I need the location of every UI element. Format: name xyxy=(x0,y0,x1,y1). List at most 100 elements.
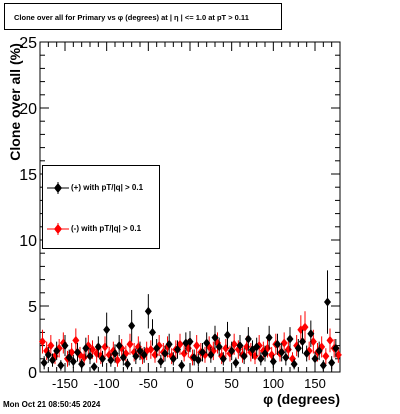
marker-negative xyxy=(193,341,201,351)
marker-positive xyxy=(132,351,140,361)
marker-positive xyxy=(65,352,73,362)
marker-positive xyxy=(203,338,211,348)
marker-positive xyxy=(319,360,327,370)
data-point-positive xyxy=(53,341,61,361)
legend-marker-negative xyxy=(47,223,69,235)
data-point-positive xyxy=(40,356,48,370)
data-point-negative xyxy=(309,329,317,354)
marker-positive xyxy=(303,349,311,359)
data-point-positive xyxy=(69,354,77,369)
data-point-positive xyxy=(165,333,173,355)
marker-negative xyxy=(230,339,238,349)
marker-positive xyxy=(153,343,161,353)
marker-positive xyxy=(253,342,261,352)
data-point-negative xyxy=(89,340,96,359)
data-point-positive xyxy=(261,345,269,362)
marker-negative xyxy=(126,339,134,349)
marker-positive xyxy=(186,337,194,347)
data-point-negative xyxy=(147,340,155,359)
marker-positive xyxy=(294,343,302,353)
marker-positive xyxy=(157,356,165,366)
x-tick-label: -50 xyxy=(139,376,158,391)
marker-negative xyxy=(114,355,121,365)
data-point-positive xyxy=(49,353,56,367)
data-point-positive xyxy=(236,335,244,357)
data-point-positive xyxy=(86,348,94,365)
marker-positive xyxy=(111,349,119,359)
data-point-negative xyxy=(72,328,80,353)
data-point-positive xyxy=(44,346,52,363)
data-point-positive xyxy=(186,331,194,353)
data-point-negative xyxy=(47,335,55,357)
data-point-negative xyxy=(114,353,121,367)
marker-negative xyxy=(255,341,263,351)
data-point-positive xyxy=(228,341,236,361)
marker-negative xyxy=(334,350,342,360)
marker-positive xyxy=(144,306,152,316)
marker-negative xyxy=(301,322,309,332)
y-tick-label: 5 xyxy=(28,299,37,316)
data-point-positive xyxy=(169,352,177,366)
marker-positive xyxy=(69,356,77,366)
marker-negative xyxy=(280,338,288,348)
marker-negative xyxy=(72,335,80,345)
marker-positive xyxy=(299,337,306,347)
marker-positive xyxy=(328,358,336,368)
data-point-positive xyxy=(207,346,215,363)
marker-positive xyxy=(332,343,340,353)
marker-positive xyxy=(199,347,206,357)
marker-positive xyxy=(44,350,52,360)
data-point-positive xyxy=(278,342,286,362)
marker-positive xyxy=(236,341,244,351)
data-point-positive xyxy=(232,357,240,369)
data-point-positive xyxy=(211,325,219,350)
data-point-positive xyxy=(303,345,311,362)
data-point-positive xyxy=(65,349,73,366)
marker-positive xyxy=(261,349,269,359)
marker-positive xyxy=(136,346,144,356)
marker-positive xyxy=(324,297,331,307)
data-point-positive xyxy=(328,356,336,370)
data-point-positive xyxy=(307,320,315,347)
legend-label-negative: (-) with pT/|q| > 0.1 xyxy=(71,224,142,233)
marker-positive xyxy=(224,330,231,340)
marker-positive xyxy=(282,352,290,362)
marker-positive xyxy=(57,360,65,370)
data-point-positive xyxy=(194,353,202,367)
marker-positive xyxy=(119,352,127,362)
marker-positive xyxy=(90,362,98,372)
data-point-positive xyxy=(149,319,156,346)
marker-positive xyxy=(215,342,223,352)
legend-marker-positive xyxy=(47,182,69,194)
data-point-positive xyxy=(224,321,231,349)
data-point-positive xyxy=(282,349,290,366)
data-point-positive xyxy=(140,346,148,363)
data-point-positive xyxy=(94,336,102,358)
marker-positive xyxy=(149,327,156,337)
data-point-positive xyxy=(128,309,136,342)
marker-positive xyxy=(178,360,186,370)
marker-positive xyxy=(219,354,227,364)
data-point-negative xyxy=(334,346,342,363)
chart-title-box: Clone over all for Primary vs φ (degrees… xyxy=(4,3,282,30)
y-axis-label: Clone over all (%) xyxy=(7,43,23,161)
x-tick-label: -150 xyxy=(52,376,78,391)
marker-positive xyxy=(286,334,294,344)
data-point-positive xyxy=(132,348,140,365)
data-point-positive xyxy=(332,339,340,358)
data-point-positive xyxy=(215,337,223,357)
data-point-positive xyxy=(257,352,265,366)
marker-negative xyxy=(89,345,96,355)
x-tick-label: 100 xyxy=(262,376,284,391)
x-axis-label: φ (degrees) xyxy=(263,391,340,407)
data-point-positive xyxy=(290,358,298,370)
marker-positive xyxy=(82,343,90,353)
data-point-positive xyxy=(82,337,90,359)
marker-positive xyxy=(103,325,111,335)
x-tick-label: 150 xyxy=(304,376,326,391)
marker-positive xyxy=(107,355,115,365)
data-point-negative xyxy=(193,335,201,357)
marker-positive xyxy=(140,350,148,360)
data-point-negative xyxy=(322,348,330,365)
marker-positive xyxy=(265,333,273,343)
